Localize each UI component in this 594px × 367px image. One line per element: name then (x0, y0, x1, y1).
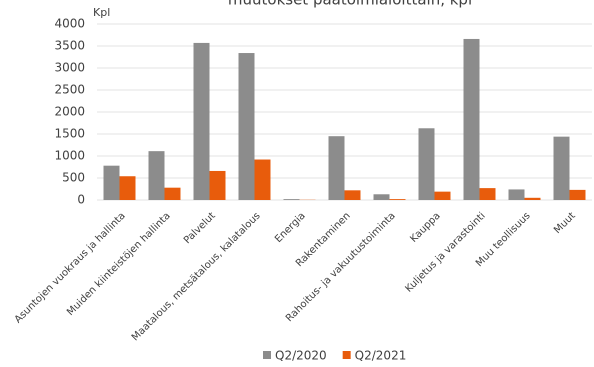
legend-label: Q2/2020 (275, 349, 327, 363)
bar (553, 136, 570, 200)
bar (373, 194, 390, 200)
y-tick-label: 4000 (54, 17, 85, 31)
bar (238, 53, 255, 200)
bar (103, 165, 120, 200)
bar (524, 197, 541, 200)
legend-swatch (342, 351, 351, 359)
y-tick-label: 2500 (54, 83, 85, 97)
legend-label: Q2/2021 (355, 349, 407, 363)
x-tick-label: Palvelut (182, 210, 218, 246)
y-tick-label: 0 (77, 193, 85, 207)
x-tick-label: Muut (552, 210, 578, 236)
bar (344, 190, 361, 200)
bar (119, 176, 136, 200)
bar (283, 199, 300, 200)
y-tick-label: 1500 (54, 127, 85, 141)
y-tick-label: 2000 (54, 105, 85, 119)
y-tick-label: 500 (62, 171, 85, 185)
y-tick-label: 3000 (54, 61, 85, 75)
y-tick-label: 3500 (54, 39, 85, 53)
bar (254, 159, 271, 200)
bar (193, 42, 210, 200)
chart-title: muutokset päätoimialoittain, kpl (228, 0, 472, 9)
bar (434, 191, 451, 200)
bar (389, 199, 406, 200)
bar (164, 187, 181, 200)
x-tick-label: Energia (273, 210, 308, 245)
bar (569, 189, 586, 200)
bar (508, 189, 525, 200)
bar (148, 151, 165, 200)
bar (463, 38, 480, 201)
bar (209, 170, 226, 200)
y-tick-label: 1000 (54, 149, 85, 163)
x-tick-label: Kuljetus ja varastointi (403, 210, 487, 294)
bar (418, 128, 435, 200)
x-tick-label: Kauppa (408, 210, 442, 244)
bar (328, 136, 345, 200)
y-axis-label: Kpl (93, 6, 110, 19)
bar (479, 188, 496, 200)
legend-swatch (263, 351, 271, 359)
